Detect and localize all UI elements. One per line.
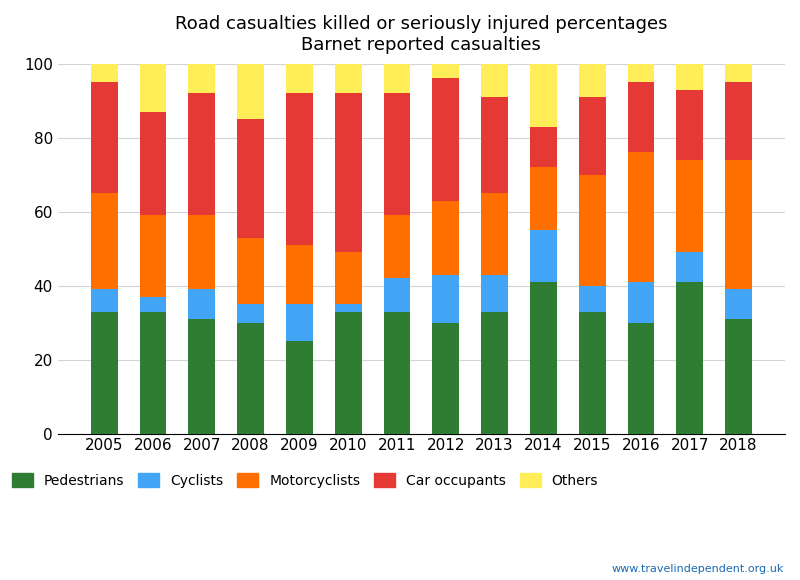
Text: www.travelindependent.org.uk: www.travelindependent.org.uk (612, 564, 784, 574)
Bar (676, 252, 703, 282)
Bar (481, 64, 508, 97)
Bar (237, 64, 264, 119)
Bar (334, 311, 362, 434)
Bar (432, 274, 459, 322)
Bar (530, 167, 557, 230)
Bar (432, 78, 459, 201)
Bar (286, 93, 313, 245)
Bar (676, 89, 703, 160)
Bar (139, 297, 166, 311)
Bar (432, 64, 459, 78)
Bar (188, 215, 215, 289)
Bar (530, 64, 557, 126)
Bar (578, 285, 606, 311)
Bar (237, 238, 264, 304)
Bar (383, 278, 410, 311)
Bar (286, 341, 313, 434)
Bar (334, 252, 362, 304)
Bar (627, 82, 654, 153)
Title: Road casualties killed or seriously injured percentages
Barnet reported casualti: Road casualties killed or seriously inju… (175, 15, 667, 54)
Bar (237, 304, 264, 322)
Bar (676, 64, 703, 89)
Bar (188, 93, 215, 215)
Bar (286, 245, 313, 304)
Bar (676, 160, 703, 252)
Bar (334, 64, 362, 93)
Bar (725, 319, 752, 434)
Bar (383, 311, 410, 434)
Bar (530, 126, 557, 167)
Bar (432, 201, 459, 274)
Bar (139, 311, 166, 434)
Bar (139, 112, 166, 215)
Bar (334, 304, 362, 311)
Bar (90, 82, 118, 193)
Bar (188, 319, 215, 434)
Bar (188, 289, 215, 319)
Bar (481, 274, 508, 311)
Bar (139, 215, 166, 297)
Bar (432, 322, 459, 434)
Bar (481, 193, 508, 274)
Bar (90, 311, 118, 434)
Bar (725, 289, 752, 319)
Bar (481, 97, 508, 193)
Bar (627, 153, 654, 282)
Bar (530, 230, 557, 282)
Bar (383, 215, 410, 278)
Bar (578, 64, 606, 97)
Bar (578, 175, 606, 285)
Bar (725, 64, 752, 82)
Bar (383, 93, 410, 215)
Bar (237, 322, 264, 434)
Bar (237, 119, 264, 238)
Bar (188, 64, 215, 93)
Bar (334, 93, 362, 252)
Legend: Pedestrians, Cyclists, Motorcyclists, Car occupants, Others: Pedestrians, Cyclists, Motorcyclists, Ca… (6, 467, 604, 493)
Bar (725, 82, 752, 160)
Bar (627, 322, 654, 434)
Bar (627, 64, 654, 82)
Bar (578, 97, 606, 175)
Bar (90, 289, 118, 311)
Bar (578, 311, 606, 434)
Bar (383, 64, 410, 93)
Bar (481, 311, 508, 434)
Bar (725, 160, 752, 289)
Bar (676, 282, 703, 434)
Bar (90, 64, 118, 82)
Bar (530, 282, 557, 434)
Bar (627, 282, 654, 322)
Bar (286, 304, 313, 341)
Bar (139, 64, 166, 112)
Bar (90, 193, 118, 289)
Bar (286, 64, 313, 93)
